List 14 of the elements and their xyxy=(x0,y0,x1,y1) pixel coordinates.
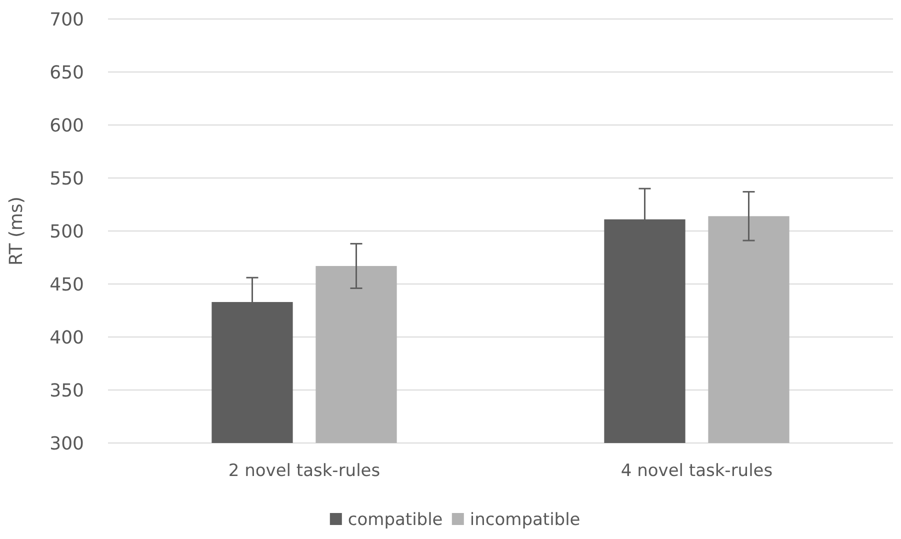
legend-label: compatible xyxy=(348,510,443,530)
y-tick-label: 700 xyxy=(50,9,84,30)
y-tick-label: 350 xyxy=(50,380,84,402)
y-tick-label: 500 xyxy=(50,221,84,242)
y-tick-label: 300 xyxy=(50,433,84,454)
x-tick-label: 2 novel task-rules xyxy=(228,461,380,481)
legend-label: incompatible xyxy=(470,510,580,530)
y-tick-label: 400 xyxy=(50,327,84,348)
x-tick-label: 4 novel task-rules xyxy=(620,461,773,481)
y-tick-label: 650 xyxy=(50,62,84,84)
y-axis-title: RT (ms) xyxy=(6,196,27,266)
y-tick-label: 450 xyxy=(50,274,84,296)
y-tick-label: 550 xyxy=(50,168,84,190)
y-tick-label: 600 xyxy=(50,115,84,136)
